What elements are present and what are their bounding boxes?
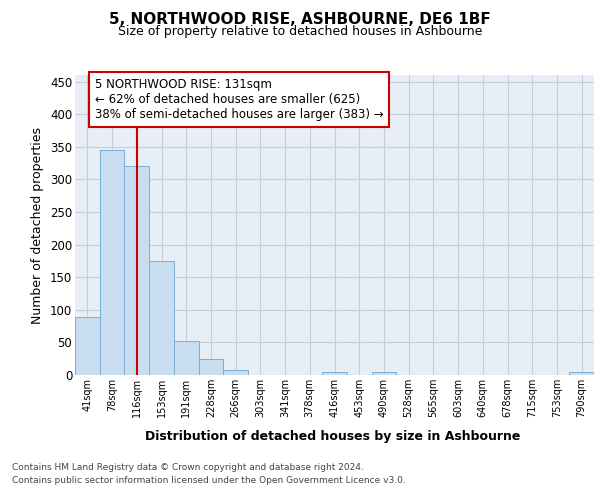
Text: Contains HM Land Registry data © Crown copyright and database right 2024.: Contains HM Land Registry data © Crown c… [12,462,364,471]
Bar [100,150,124,375]
Y-axis label: Number of detached properties: Number of detached properties [31,126,44,324]
Text: 5, NORTHWOOD RISE, ASHBOURNE, DE6 1BF: 5, NORTHWOOD RISE, ASHBOURNE, DE6 1BF [109,12,491,28]
Bar [223,370,248,375]
Bar [149,261,174,375]
Bar [371,372,396,375]
Bar [174,341,199,375]
Text: 5 NORTHWOOD RISE: 131sqm
← 62% of detached houses are smaller (625)
38% of semi-: 5 NORTHWOOD RISE: 131sqm ← 62% of detach… [95,78,383,122]
Text: Distribution of detached houses by size in Ashbourne: Distribution of detached houses by size … [145,430,521,443]
Text: Size of property relative to detached houses in Ashbourne: Size of property relative to detached ho… [118,25,482,38]
Bar [124,166,149,375]
Bar [75,317,100,375]
Bar [569,372,594,375]
Bar [199,358,223,375]
Text: Contains public sector information licensed under the Open Government Licence v3: Contains public sector information licen… [12,476,406,485]
Bar [322,372,347,375]
